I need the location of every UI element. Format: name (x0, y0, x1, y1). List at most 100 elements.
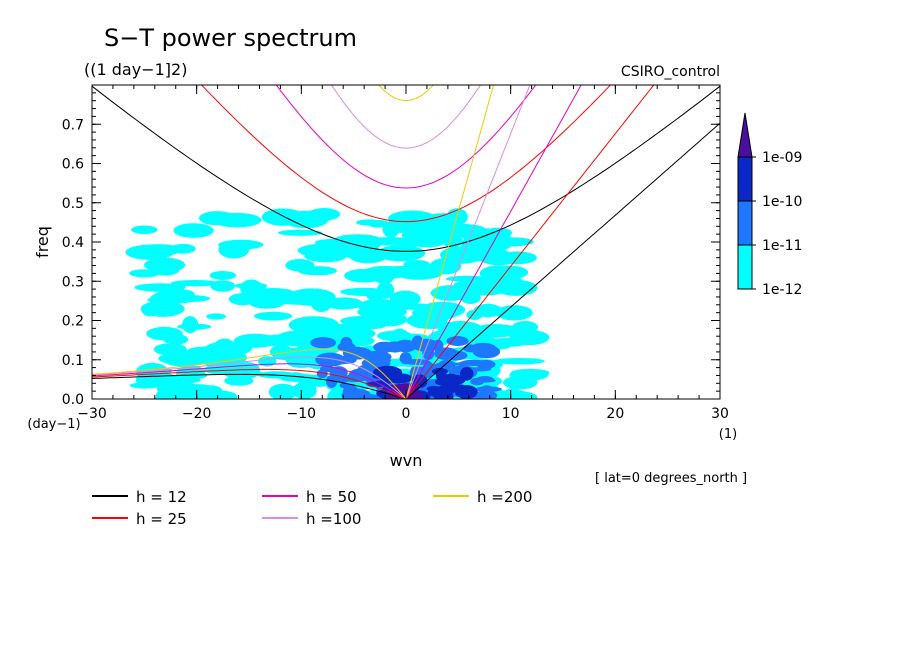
shade-blob (494, 279, 538, 296)
y-axis-label: freq (33, 226, 52, 258)
shade-blob (134, 283, 186, 292)
legend-label: h =100 (306, 510, 361, 528)
shade-blob (422, 361, 435, 375)
shade-blob (438, 321, 483, 337)
y-tick-label: 0.1 (62, 353, 84, 369)
shade-blob (146, 326, 183, 341)
shade-blob (170, 279, 220, 287)
kelvin-curve (405, 85, 531, 399)
shade-blob (141, 304, 158, 317)
shade-blob (134, 244, 183, 256)
shade-blob (331, 235, 381, 253)
shade-blob (177, 323, 212, 330)
shade-blob (210, 280, 236, 292)
y-tick-label: 0.3 (62, 274, 84, 290)
shade-blob (502, 388, 524, 399)
rossby-curve (92, 368, 407, 399)
shade-blob (283, 210, 329, 229)
shade-blob (376, 330, 413, 342)
shade-blob (323, 297, 364, 310)
shade-blob (218, 240, 250, 259)
shade-blob (362, 350, 392, 364)
shade-blob (495, 305, 533, 321)
shade-blob (435, 362, 460, 367)
gravity-curve (92, 85, 720, 252)
shade-blob (459, 366, 474, 381)
rossby-curve (92, 363, 407, 399)
shade-blob (388, 210, 437, 227)
x-tick-label: 30 (711, 406, 729, 422)
kelvin-curve (405, 122, 720, 399)
shade-blob (277, 229, 323, 236)
y-tick-label: 0.0 (62, 392, 84, 408)
shade-blob (224, 375, 254, 386)
legend: h = 12 h = 25 h = 50 h =100 h =200 (92, 488, 532, 528)
shade-blob (509, 329, 550, 346)
kelvin-curve (405, 85, 495, 399)
colorbar-arrow (737, 112, 753, 158)
shade-blob (438, 223, 488, 239)
legend-label: h = 50 (306, 488, 357, 506)
shade-blob (216, 216, 236, 226)
x-tick-label: 0 (402, 406, 411, 422)
shade-blob (176, 376, 201, 384)
latitude-annotation: [ lat=0 degrees_north ] (595, 471, 747, 486)
colorbar: 1e-09 1e-10 1e-11 1e-12 (737, 112, 802, 298)
shade-blob (399, 352, 412, 365)
gravity-curve (275, 85, 537, 189)
shade-blob (446, 336, 469, 346)
shade-blob (297, 266, 338, 276)
shade-blob (341, 388, 372, 399)
model-label: CSIRO_control (621, 64, 720, 80)
shade-blob (268, 383, 298, 399)
plot-area: −30 −20 −10 0 10 20 30 0.00.10.20.30.40.50.60.… (62, 84, 729, 422)
x-axis-label: wvn (390, 451, 423, 470)
shade-blob (393, 339, 417, 353)
gravity-curve (330, 85, 482, 149)
colorbar-label: 1e-10 (762, 194, 802, 210)
shade-blob (228, 293, 258, 306)
shade-blob (254, 311, 293, 321)
shade-blob (274, 294, 321, 305)
shade-blob (472, 345, 501, 359)
shade-blob (483, 237, 534, 247)
gravity-curve (378, 85, 434, 102)
shade-blob (356, 219, 384, 226)
shade-blob (432, 339, 444, 353)
shade-blob (366, 290, 384, 302)
units-label: ((1 day−1]2) (84, 60, 187, 79)
shade-blob (470, 377, 485, 386)
shade-blob (206, 313, 226, 320)
colorbar-label: 1e-09 (762, 150, 802, 166)
shade-blob (310, 337, 337, 349)
shade-blob (158, 353, 197, 365)
shade-blob (466, 309, 483, 320)
shade-blob (467, 248, 492, 262)
shade-blob (426, 386, 441, 392)
shade-blob (131, 225, 158, 235)
shade-blob (343, 374, 366, 383)
shade-blob (211, 390, 234, 399)
shade-blob (512, 320, 539, 334)
shade-blob (340, 336, 353, 349)
shade-blob (335, 377, 348, 382)
y-tick-label: 0.7 (62, 117, 84, 133)
shade-blob (410, 366, 421, 372)
x-tick-label: −30 (77, 406, 107, 422)
shade-blob (390, 376, 406, 381)
legend-label: h = 25 (136, 510, 187, 528)
y-tick-label: 0.4 (62, 235, 84, 251)
rossby-curve (92, 356, 407, 399)
y-axis: 0.0 0.1 0.2 0.3 0.4 0.5 0.6 0.7 (62, 92, 720, 408)
colorbar-segment (737, 244, 753, 290)
dispersion-curves (92, 85, 720, 399)
shade-blob (479, 265, 520, 282)
shade-blob (493, 357, 545, 365)
shade-blob (204, 341, 252, 356)
gravity-curve (200, 85, 612, 223)
shade-blob (147, 296, 195, 304)
x-axis: −30 −20 −10 0 10 20 30 (77, 85, 729, 422)
shade-blob (445, 382, 456, 395)
legend-label: h =200 (477, 488, 532, 506)
